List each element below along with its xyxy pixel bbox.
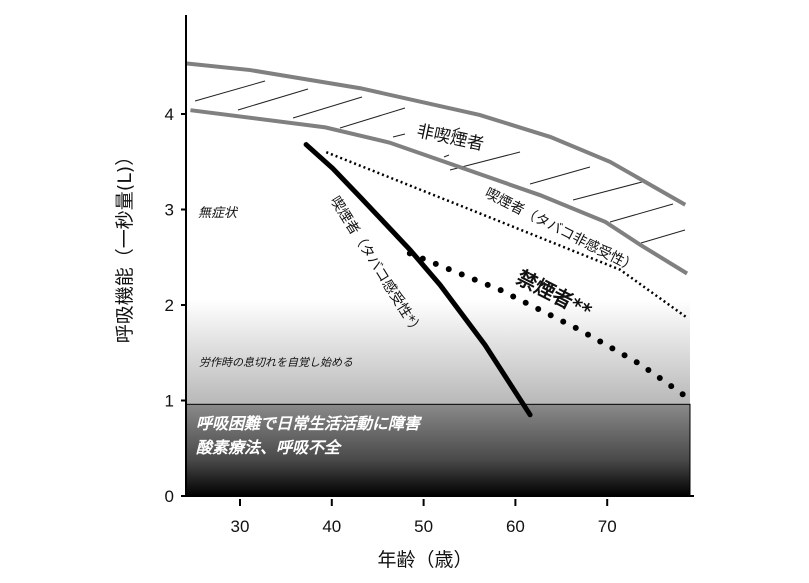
series-line-3 bbox=[303, 142, 533, 418]
hatch-line bbox=[443, 154, 450, 158]
hatch-line bbox=[292, 96, 363, 119]
hatch-line bbox=[237, 88, 309, 111]
annotation-asymptomatic: 無症状 bbox=[198, 206, 239, 221]
y-tick-label: 2 bbox=[165, 296, 174, 315]
x-axis-label: 年齢（歳） bbox=[377, 549, 472, 571]
x-tick-label: 40 bbox=[322, 517, 341, 536]
y-tick-label: 4 bbox=[165, 105, 174, 124]
series-line-0 bbox=[185, 61, 687, 207]
series-line-1 bbox=[190, 108, 689, 276]
exertion-zone-shading bbox=[186, 300, 690, 405]
annotation-disability-2: 酸素療法、呼吸不全 bbox=[196, 438, 343, 457]
hatch-line bbox=[452, 127, 461, 132]
x-tick-label: 30 bbox=[231, 517, 250, 536]
y-axis-label: 呼吸機能（一秒量(L)） bbox=[114, 147, 136, 343]
y-tick-label: 0 bbox=[165, 487, 174, 506]
hatch-line bbox=[194, 80, 266, 102]
hatch-line bbox=[640, 229, 686, 244]
series-line-2 bbox=[325, 151, 689, 320]
disability-zone-box bbox=[185, 403, 691, 497]
annotation-exertion: 労作時の息切れを自覚し始める bbox=[199, 356, 353, 369]
hatch-line bbox=[529, 166, 591, 185]
x-tick-label: 70 bbox=[598, 517, 617, 536]
label-nonsmoker: 非喫煙者 bbox=[415, 121, 486, 155]
hatch-line bbox=[572, 181, 643, 201]
x-tick-label: 50 bbox=[414, 517, 433, 536]
hatch-line bbox=[609, 203, 674, 223]
nonsmoker-band-hatching bbox=[194, 80, 686, 244]
y-tick-label: 1 bbox=[165, 392, 174, 411]
y-tick-label: 3 bbox=[165, 201, 174, 220]
hatch-line bbox=[339, 107, 406, 129]
x-tick-label: 60 bbox=[506, 517, 525, 536]
annotation-disability-1: 呼吸困難で日常生活活動に障害 bbox=[196, 414, 423, 433]
hatch-line bbox=[392, 133, 406, 138]
